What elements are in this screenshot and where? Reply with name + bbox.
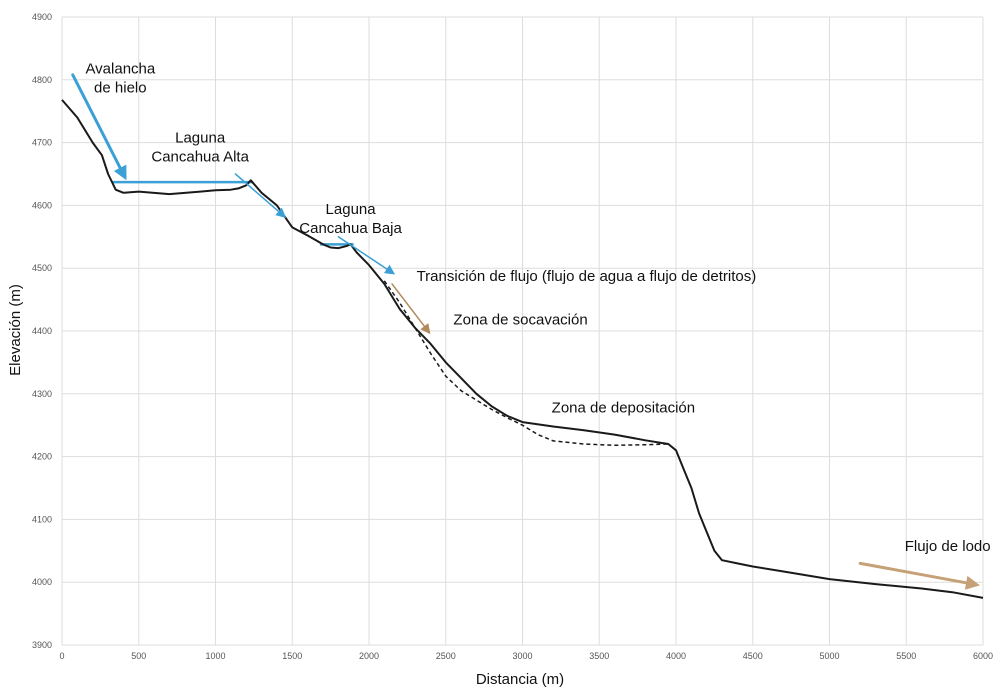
mudflow-arrow bbox=[858, 561, 968, 585]
x-tick-label: 5500 bbox=[896, 651, 916, 661]
grid-lines bbox=[61, 16, 984, 646]
x-tick-label: 2500 bbox=[436, 651, 456, 661]
annotation-label: Zona de depositación bbox=[552, 400, 695, 417]
y-tick-label: 4800 bbox=[32, 75, 52, 85]
y-tick-label: 4600 bbox=[32, 200, 52, 210]
x-tick-label: 2000 bbox=[359, 651, 379, 661]
flow-arrow-2 bbox=[337, 236, 388, 270]
y-tick-label: 4700 bbox=[32, 138, 52, 148]
y-axis-title: Elevación (m) bbox=[7, 284, 24, 376]
annotation-line: Cancahua Baja bbox=[299, 220, 402, 237]
annotation-line: Transición de flujo (flujo de agua a flu… bbox=[417, 268, 757, 285]
y-tick-label: 4400 bbox=[32, 326, 52, 336]
annotation-label: Zona de socavación bbox=[453, 312, 587, 329]
x-tick-label: 0 bbox=[59, 651, 64, 661]
y-tick-label: 4300 bbox=[32, 389, 52, 399]
profile-series bbox=[61, 99, 984, 599]
annotation-line: Cancahua Alta bbox=[151, 149, 249, 166]
x-tick-label: 500 bbox=[131, 651, 146, 661]
x-axis-title: Distancia (m) bbox=[476, 671, 564, 687]
mudflow-arrow-head bbox=[964, 575, 980, 590]
flow-arrow-1 bbox=[234, 173, 280, 213]
annotation-line: Laguna bbox=[175, 130, 226, 147]
annotation-label: Laguna Cancahua Alta bbox=[151, 130, 249, 166]
annotation-line: de hielo bbox=[94, 80, 147, 97]
x-tick-label: 1500 bbox=[282, 651, 302, 661]
x-tick-label: 3500 bbox=[589, 651, 609, 661]
x-tick-label: 6000 bbox=[973, 651, 993, 661]
y-tick-label: 4500 bbox=[32, 263, 52, 273]
x-tick-label: 4500 bbox=[743, 651, 763, 661]
annotation-label: Transición de flujo (flujo de agua a flu… bbox=[417, 268, 757, 285]
original-profile-dashed-line bbox=[383, 280, 669, 447]
annotation-label: Avalancha de hielo bbox=[85, 61, 155, 97]
transition-arrow bbox=[391, 283, 426, 327]
x-tick-label: 1000 bbox=[205, 651, 225, 661]
annotation-label: Flujo de lodo bbox=[905, 538, 991, 555]
x-tick-label: 5000 bbox=[819, 651, 839, 661]
annotation-line: Laguna bbox=[326, 201, 377, 218]
annotation-line: Flujo de lodo bbox=[905, 538, 991, 555]
y-tick-label: 3900 bbox=[32, 640, 52, 650]
x-tick-label: 4000 bbox=[666, 651, 686, 661]
annotation-label: Laguna Cancahua Baja bbox=[299, 201, 402, 237]
y-tick-label: 4000 bbox=[32, 577, 52, 587]
x-axis-ticks: 0 500 1000 1500 2000 2500 3000 3500 4000 4500 5000… bbox=[59, 651, 993, 661]
annotation-line: Zona de depositación bbox=[552, 400, 695, 417]
y-tick-label: 4200 bbox=[32, 452, 52, 462]
avalanche-arrow-head bbox=[113, 164, 127, 181]
annotation-line: Avalancha bbox=[85, 61, 155, 78]
y-axis-ticks: 3900 4000 4100 4200 4300 4400 4500 4600 4700 4800… bbox=[32, 12, 52, 650]
annotation-line: Zona de socavación bbox=[453, 312, 587, 329]
transition-arrow-head bbox=[420, 323, 431, 335]
profile-solid-line bbox=[61, 99, 984, 599]
y-tick-label: 4100 bbox=[32, 514, 52, 524]
avalanche-arrow bbox=[71, 73, 122, 170]
flow-arrow-1-head bbox=[275, 207, 287, 218]
annotation-arrows bbox=[71, 73, 980, 590]
flow-arrow-2-head bbox=[383, 264, 396, 275]
y-tick-label: 4900 bbox=[32, 12, 52, 22]
x-tick-label: 3000 bbox=[512, 651, 532, 661]
